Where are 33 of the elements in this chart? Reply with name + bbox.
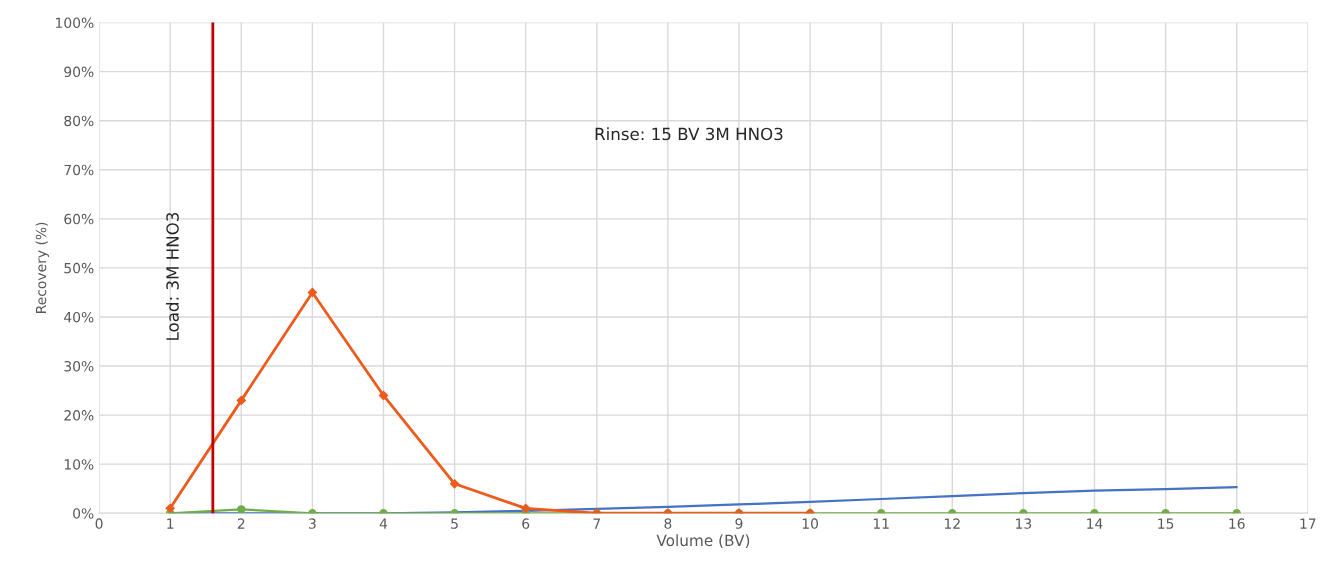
y-axis-title: Recovery (%) (35, 222, 49, 313)
y-tick-label: 30% (64, 361, 94, 372)
y-tick-label: 80% (64, 115, 94, 127)
annotation: Rinse: 15 BV 3M HNO3 (595, 127, 783, 141)
y-tick-label: 40% (64, 311, 94, 323)
y-tick-label: 100% (56, 17, 94, 29)
x-tick-label: 9 (735, 518, 743, 529)
y-tick-label: 50% (64, 262, 94, 274)
y-tick-label: 60% (64, 213, 94, 225)
x-tick-label: 14 (1087, 518, 1103, 529)
x-tick-label: 10 (802, 518, 818, 529)
x-tick-label: 3 (309, 518, 316, 529)
x-tick-label: 12 (944, 518, 960, 529)
y-tick-label: 70% (64, 164, 94, 176)
x-tick-label: 2 (237, 518, 245, 529)
x-tick-label: 13 (1016, 518, 1032, 529)
x-tick-label: 11 (873, 518, 889, 529)
x-tick-label: 5 (451, 518, 458, 529)
x-tick-label: 7 (593, 518, 601, 529)
x-tick-label: 6 (522, 518, 530, 529)
annotation: Load: 3M HNO3 (165, 212, 179, 340)
y-tick-label: 20% (64, 410, 94, 421)
x-tick-label: 15 (1158, 518, 1174, 529)
x-tick-label: 1 (167, 518, 174, 529)
x-tick-label: 8 (664, 518, 672, 529)
y-tick-label: 0% (73, 508, 94, 519)
y-tick-label: 10% (64, 459, 94, 470)
x-tick-label: 16 (1229, 518, 1245, 529)
x-tick-label: 0 (95, 518, 103, 529)
y-tick-label: 90% (64, 66, 94, 78)
x-axis-title: Volume (BV) (656, 534, 750, 548)
x-tick-label: 17 (1300, 518, 1316, 529)
x-tick-label: 4 (379, 518, 388, 529)
